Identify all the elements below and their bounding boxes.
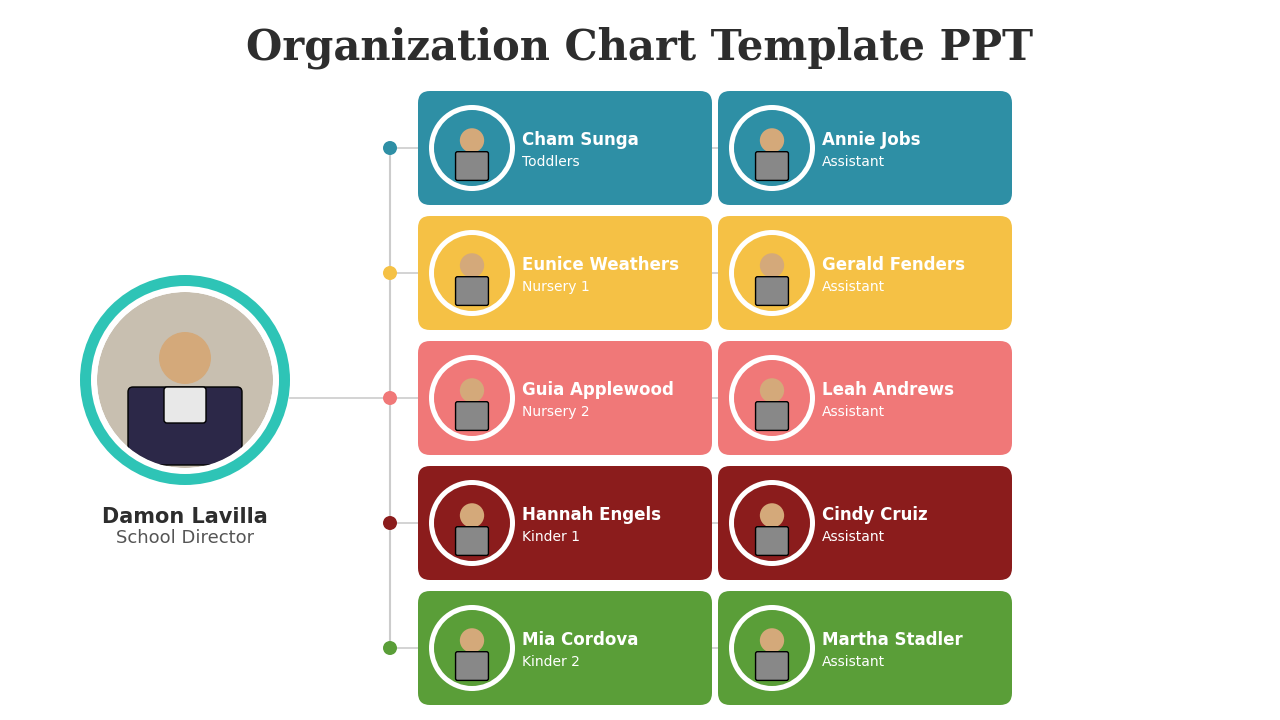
Circle shape xyxy=(97,292,273,468)
Circle shape xyxy=(383,641,397,655)
Text: Nursery 1: Nursery 1 xyxy=(522,280,590,294)
Circle shape xyxy=(383,141,397,155)
Text: Assistant: Assistant xyxy=(822,155,886,169)
Circle shape xyxy=(733,360,810,436)
Text: Damon Lavilla: Damon Lavilla xyxy=(102,507,268,527)
FancyBboxPatch shape xyxy=(718,216,1012,330)
Circle shape xyxy=(91,286,279,474)
Circle shape xyxy=(383,266,397,280)
Text: Eunice Weathers: Eunice Weathers xyxy=(522,256,678,274)
Circle shape xyxy=(79,275,291,485)
Circle shape xyxy=(730,480,815,566)
Circle shape xyxy=(733,235,810,311)
FancyBboxPatch shape xyxy=(456,527,489,555)
Circle shape xyxy=(760,629,785,652)
FancyBboxPatch shape xyxy=(419,341,712,455)
Circle shape xyxy=(429,230,515,316)
Text: Guia Applewood: Guia Applewood xyxy=(522,381,673,399)
Text: Assistant: Assistant xyxy=(822,405,886,419)
FancyBboxPatch shape xyxy=(456,276,489,305)
FancyBboxPatch shape xyxy=(419,216,712,330)
Circle shape xyxy=(733,110,810,186)
Circle shape xyxy=(383,391,397,405)
Circle shape xyxy=(159,332,211,384)
Circle shape xyxy=(434,235,509,311)
Circle shape xyxy=(460,128,484,153)
Circle shape xyxy=(460,503,484,528)
Text: Leah Andrews: Leah Andrews xyxy=(822,381,954,399)
Circle shape xyxy=(730,105,815,191)
FancyBboxPatch shape xyxy=(456,402,489,431)
FancyBboxPatch shape xyxy=(755,402,788,431)
FancyBboxPatch shape xyxy=(718,466,1012,580)
Circle shape xyxy=(383,516,397,530)
Circle shape xyxy=(460,253,484,277)
Text: School Director: School Director xyxy=(116,529,253,547)
Circle shape xyxy=(434,610,509,686)
Circle shape xyxy=(429,105,515,191)
Circle shape xyxy=(434,360,509,436)
Text: Kinder 2: Kinder 2 xyxy=(522,655,580,669)
Circle shape xyxy=(730,605,815,691)
Circle shape xyxy=(733,485,810,561)
Circle shape xyxy=(760,503,785,528)
Circle shape xyxy=(733,610,810,686)
Text: Annie Jobs: Annie Jobs xyxy=(822,131,920,149)
FancyBboxPatch shape xyxy=(419,591,712,705)
Circle shape xyxy=(434,485,509,561)
FancyBboxPatch shape xyxy=(456,652,489,680)
Text: Toddlers: Toddlers xyxy=(522,155,580,169)
Text: Cham Sunga: Cham Sunga xyxy=(522,131,639,149)
Text: Gerald Fenders: Gerald Fenders xyxy=(822,256,965,274)
FancyBboxPatch shape xyxy=(718,91,1012,205)
FancyBboxPatch shape xyxy=(755,152,788,181)
Circle shape xyxy=(760,253,785,277)
FancyBboxPatch shape xyxy=(164,387,206,423)
Circle shape xyxy=(429,480,515,566)
FancyBboxPatch shape xyxy=(718,591,1012,705)
Text: Cindy Cruiz: Cindy Cruiz xyxy=(822,506,928,524)
Circle shape xyxy=(460,378,484,402)
FancyBboxPatch shape xyxy=(456,152,489,181)
FancyBboxPatch shape xyxy=(419,466,712,580)
Text: Hannah Engels: Hannah Engels xyxy=(522,506,660,524)
Circle shape xyxy=(429,355,515,441)
Text: Assistant: Assistant xyxy=(822,280,886,294)
FancyBboxPatch shape xyxy=(755,652,788,680)
Circle shape xyxy=(460,629,484,652)
Circle shape xyxy=(730,230,815,316)
Circle shape xyxy=(730,355,815,441)
Text: Assistant: Assistant xyxy=(822,655,886,669)
Text: Nursery 2: Nursery 2 xyxy=(522,405,590,419)
Circle shape xyxy=(760,128,785,153)
Text: Kinder 1: Kinder 1 xyxy=(522,530,580,544)
Circle shape xyxy=(760,378,785,402)
Text: Martha Stadler: Martha Stadler xyxy=(822,631,963,649)
FancyBboxPatch shape xyxy=(755,527,788,555)
FancyBboxPatch shape xyxy=(419,91,712,205)
Text: Mia Cordova: Mia Cordova xyxy=(522,631,639,649)
FancyBboxPatch shape xyxy=(718,341,1012,455)
FancyBboxPatch shape xyxy=(755,276,788,305)
Circle shape xyxy=(434,110,509,186)
Circle shape xyxy=(429,605,515,691)
Text: Assistant: Assistant xyxy=(822,530,886,544)
FancyBboxPatch shape xyxy=(128,387,242,465)
Text: Organization Chart Template PPT: Organization Chart Template PPT xyxy=(247,27,1033,69)
